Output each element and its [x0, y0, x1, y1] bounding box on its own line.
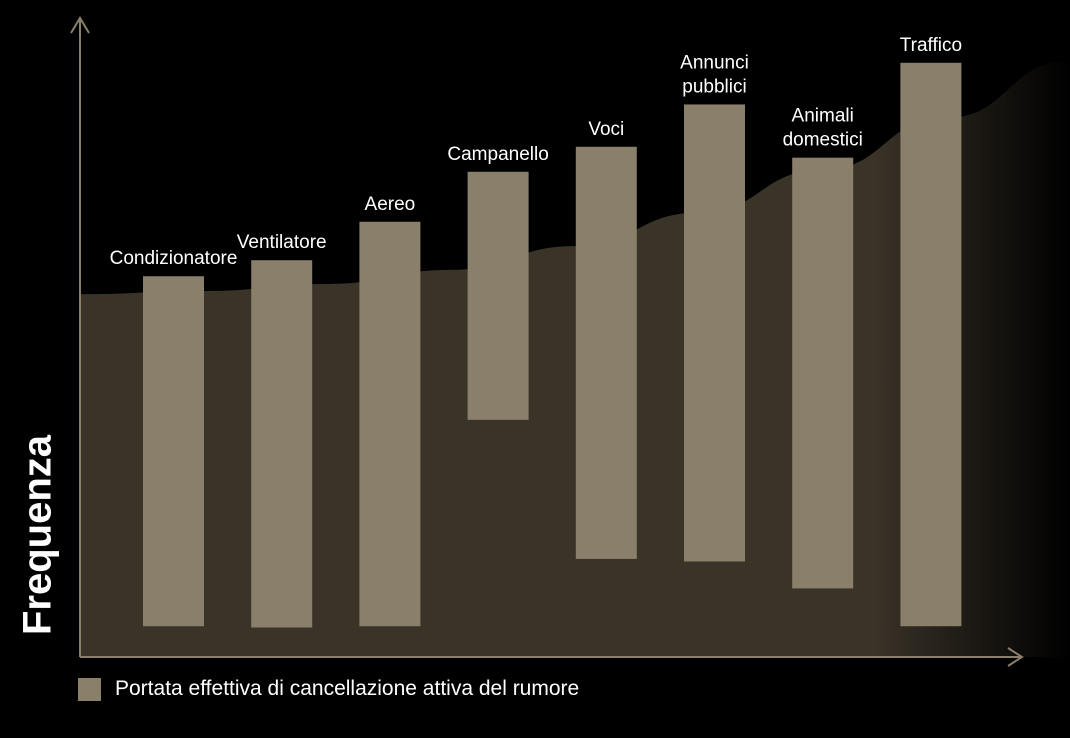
bar-6 [792, 157, 854, 589]
category-label-3: Campanello [447, 144, 548, 165]
category-label-2: Aereo [365, 194, 416, 215]
category-label-6: Animali domestici [783, 106, 863, 151]
category-label-0: Condizionatore [110, 248, 238, 269]
bar-4 [575, 146, 637, 559]
bar-2 [359, 221, 421, 627]
legend-swatch [78, 677, 101, 701]
y-axis [70, 16, 90, 657]
category-label-5: Annunci pubblici [680, 52, 749, 97]
bar-1 [251, 260, 313, 628]
bar-3 [467, 171, 529, 420]
category-label-1: Ventilatore [237, 232, 327, 253]
bar-0 [143, 276, 204, 627]
legend-label: Portata effettiva di cancellazione attiv… [115, 677, 580, 700]
x-axis [80, 647, 1024, 667]
bar-7 [900, 62, 962, 627]
category-label-7: Traffico [900, 35, 962, 56]
legend: Portata effettiva di cancellazione attiv… [78, 677, 579, 701]
category-label-4: Voci [588, 119, 624, 140]
bar-5 [684, 104, 745, 562]
